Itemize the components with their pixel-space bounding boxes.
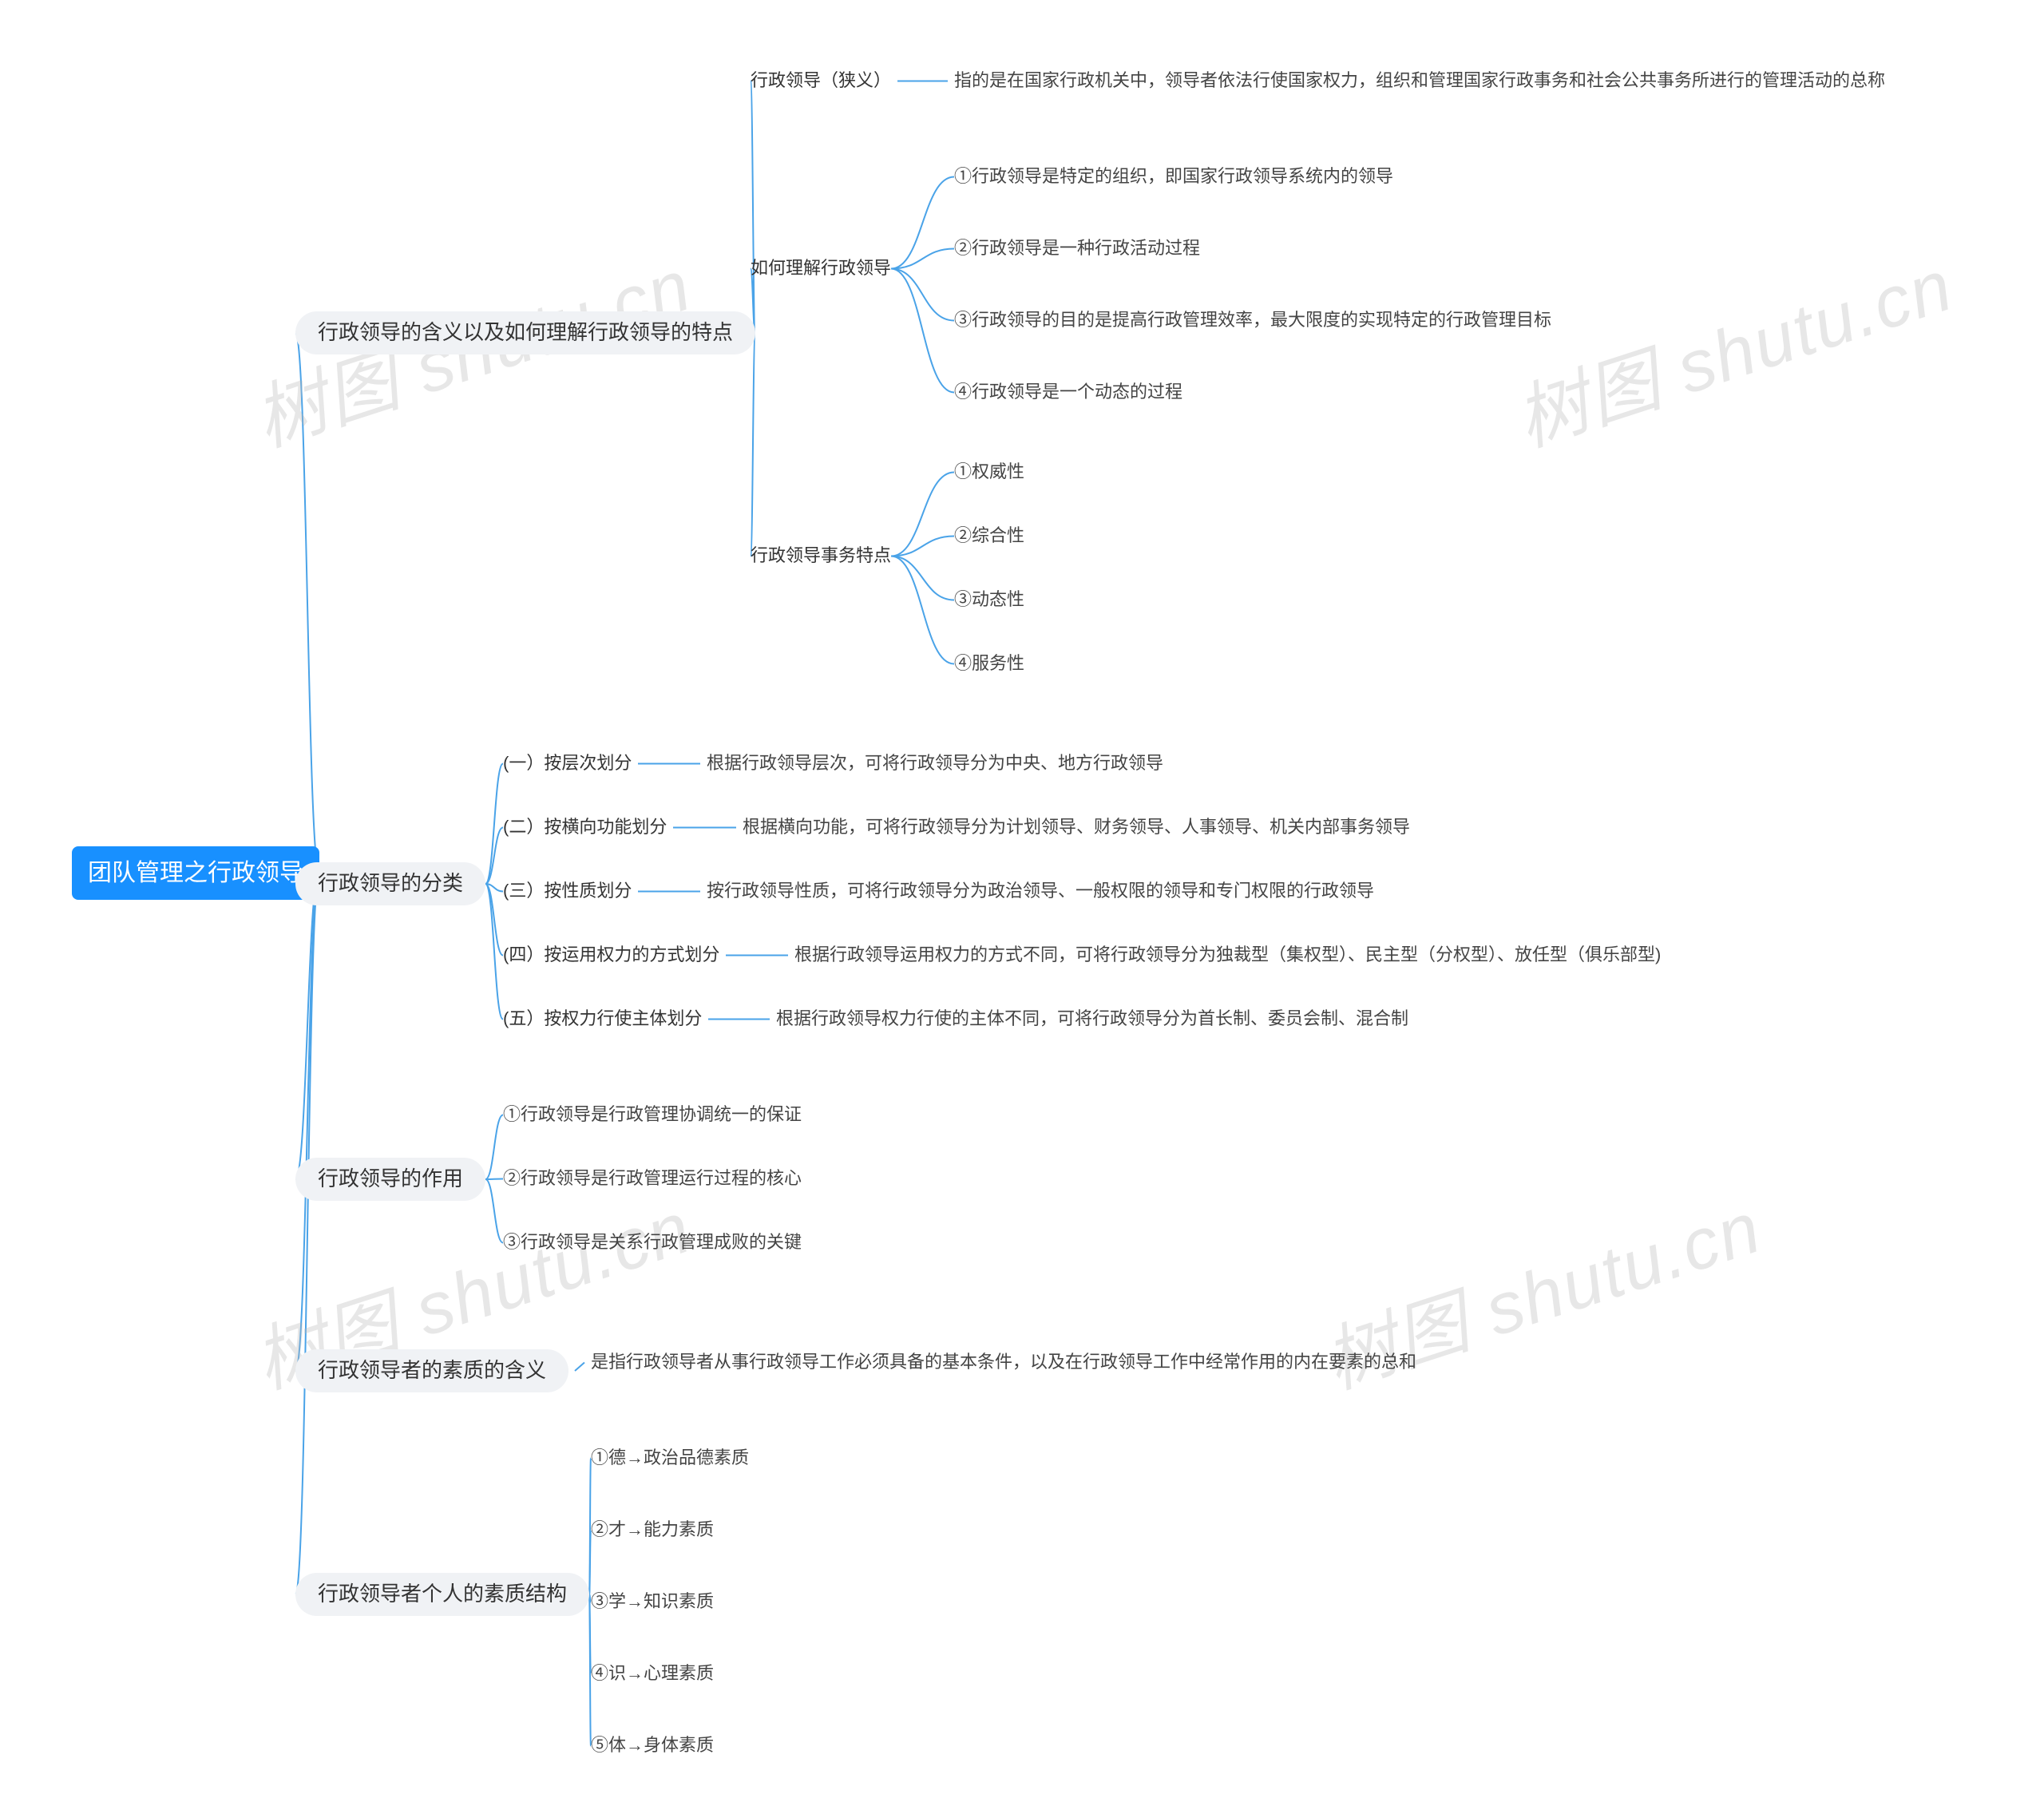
- leaf-node: 根据行政领导运用权力的方式不同，可将行政领导分为独裁型（集权型）、民主型（分权型…: [794, 942, 1661, 968]
- leaf-node: ⑤体→身体素质: [591, 1733, 714, 1759]
- branch-node: 行政领导者的素质的含义: [295, 1349, 568, 1392]
- leaf-node: ③行政领导的目的是提高行政管理效率，最大限度的实现特定的行政管理目标: [954, 307, 1551, 334]
- leaf-node: ③行政领导是关系行政管理成败的关键: [503, 1230, 802, 1256]
- sub-node: (二）按横向功能划分: [503, 814, 667, 841]
- leaf-node: 按行政领导性质，可将行政领导分为政治领导、一般权限的领导和专门权限的行政领导: [707, 878, 1374, 905]
- mindmap-canvas: 树图 shutu.cn树图 shutu.cn树图 shutu.cn树图 shut…: [0, 0, 2044, 1806]
- leaf-node: 是指行政领导者从事行政领导工作必须具备的基本条件，以及在行政领导工作中经常作用的…: [591, 1349, 1416, 1376]
- leaf-node: ①权威性: [954, 459, 1024, 485]
- leaf-node: ③动态性: [954, 587, 1024, 613]
- sub-node: (五）按权力行使主体划分: [503, 1006, 702, 1032]
- leaf-node: 根据横向功能，可将行政领导分为计划领导、财务领导、人事领导、机关内部事务领导: [743, 814, 1410, 841]
- leaf-node: ①行政领导是特定的组织，即国家行政领导系统内的领导: [954, 164, 1393, 190]
- leaf-node: ④识→心理素质: [591, 1661, 714, 1687]
- leaf-node: ①德→政治品德素质: [591, 1445, 749, 1471]
- sub-node: (一）按层次划分: [503, 751, 632, 777]
- sub-node: (三）按性质划分: [503, 878, 632, 905]
- leaf-node: 根据行政领导权力行使的主体不同，可将行政领导分为首长制、委员会制、混合制: [776, 1006, 1408, 1032]
- sub-node: (四）按运用权力的方式划分: [503, 942, 719, 968]
- leaf-node: ④服务性: [954, 651, 1024, 677]
- leaf-node: 指的是在国家行政机关中，领导者依法行使国家权力，组织和管理国家行政事务和社会公共…: [954, 68, 1885, 94]
- leaf-node: ③学→知识素质: [591, 1589, 714, 1615]
- leaf-node: ②行政领导是行政管理运行过程的核心: [503, 1166, 802, 1192]
- root-node: 团队管理之行政领导: [72, 846, 319, 900]
- watermark: 树图 shutu.cn: [1501, 228, 1964, 466]
- branch-node: 行政领导的作用: [295, 1158, 485, 1201]
- branch-node: 行政领导的含义以及如何理解行政领导的特点: [295, 311, 755, 354]
- leaf-node: ②才→能力素质: [591, 1517, 714, 1543]
- branch-node: 行政领导的分类: [295, 862, 485, 905]
- leaf-node: ②行政领导是一种行政活动过程: [954, 236, 1200, 262]
- leaf-node: ②综合性: [954, 523, 1024, 549]
- leaf-node: ①行政领导是行政管理协调统一的保证: [503, 1102, 802, 1128]
- branch-node: 行政领导者个人的素质结构: [295, 1573, 589, 1616]
- leaf-node: 根据行政领导层次，可将行政领导分为中央、地方行政领导: [707, 751, 1163, 777]
- sub-node: 如何理解行政领导: [751, 255, 891, 282]
- leaf-node: ④行政领导是一个动态的过程: [954, 379, 1182, 406]
- sub-node: 行政领导（狭义）: [751, 68, 891, 94]
- sub-node: 行政领导事务特点: [751, 543, 891, 569]
